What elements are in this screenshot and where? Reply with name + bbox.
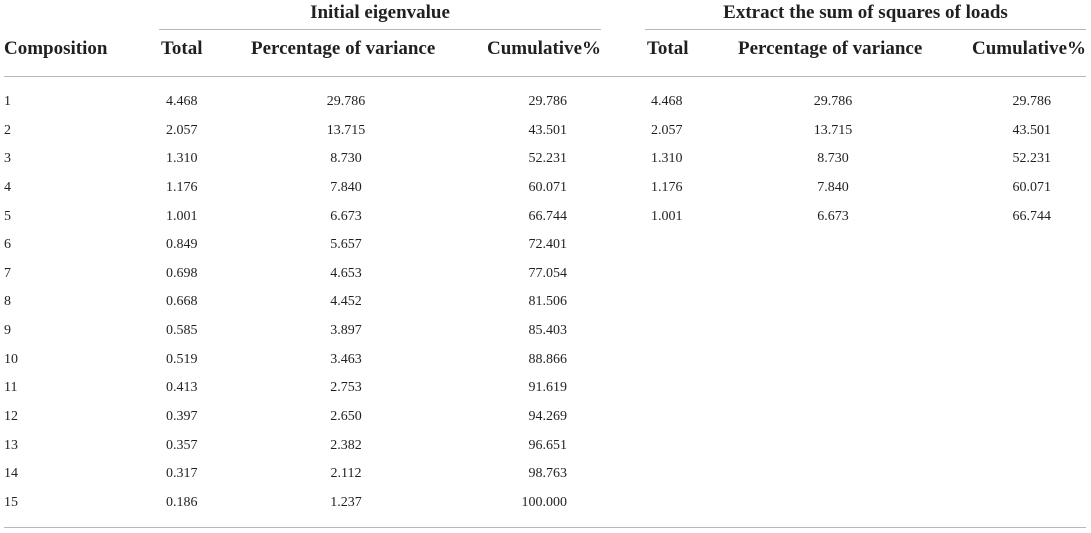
cumulative-cell: 52.231: [528, 151, 568, 167]
extracted-percentage-cell: 8.730: [817, 151, 849, 167]
cumulative-cell: 85.403: [528, 323, 568, 339]
total-cell: 0.413: [166, 380, 198, 396]
extracted-total-cell: 1.310: [651, 151, 683, 167]
total-cell: 0.519: [166, 351, 198, 367]
extracted-total-cell: 1.001: [651, 208, 683, 224]
cumulative-cell: 98.763: [528, 466, 568, 482]
composition-cell: 2: [4, 122, 11, 138]
cumulative-cell: 94.269: [528, 409, 568, 425]
extracted-total-cell: 2.057: [651, 122, 683, 138]
percentage-cell: 5.657: [330, 237, 362, 253]
composition-cell: 8: [4, 294, 11, 310]
group-header-extraction-loads: Extract the sum of squares of loads: [723, 2, 1008, 23]
composition-cell: 13: [4, 437, 18, 453]
extracted-cumulative-cell: 66.744: [1012, 208, 1052, 224]
column-header-percentage-of-variance-extracted: Percentage of variance: [738, 38, 923, 59]
cumulative-cell: 91.619: [528, 380, 568, 396]
total-cell: 1.310: [166, 151, 198, 167]
percentage-cell: 8.730: [330, 151, 362, 167]
percentage-cell: 7.840: [330, 179, 362, 195]
extracted-percentage-cell: 7.840: [817, 179, 849, 195]
total-cell: 1.001: [166, 208, 198, 224]
column-header-cumulative-extracted: Cumulative%: [972, 38, 1086, 59]
extracted-cumulative-cell: 52.231: [1012, 151, 1052, 167]
composition-cell: 10: [4, 351, 18, 367]
cumulative-cell: 43.501: [528, 122, 568, 138]
percentage-cell: 1.237: [330, 494, 362, 510]
total-cell: 0.698: [166, 265, 198, 281]
percentage-cell: 2.753: [330, 380, 362, 396]
extracted-percentage-cell: 13.715: [813, 122, 853, 138]
total-cell: 0.357: [166, 437, 198, 453]
composition-cell: 14: [4, 466, 18, 482]
cumulative-cell: 100.000: [521, 494, 568, 510]
composition-cell: 4: [4, 179, 11, 195]
percentage-cell: 4.653: [330, 265, 362, 281]
extracted-cumulative-cell: 29.786: [1012, 94, 1052, 109]
cumulative-cell: 72.401: [528, 237, 568, 253]
composition-cell: 7: [4, 265, 11, 281]
extracted-percentage-cell: 29.786: [813, 94, 853, 109]
total-cell: 0.186: [166, 494, 198, 510]
composition-cell: 1: [4, 94, 11, 109]
percentage-cell: 4.452: [330, 294, 362, 310]
header-rule: [4, 76, 1086, 77]
extracted-percentage-cell: 6.673: [817, 208, 849, 224]
composition-cell: 5: [4, 208, 11, 224]
group-header-initial-eigenvalue: Initial eigenvalue: [310, 2, 450, 23]
total-cell: 0.585: [166, 323, 198, 339]
percentage-cell: 3.463: [330, 351, 362, 367]
composition-cell: 11: [4, 380, 18, 396]
column-header-percentage-of-variance: Percentage of variance: [251, 38, 436, 59]
percentage-cell: 6.673: [330, 208, 362, 224]
cumulative-cell: 60.071: [528, 179, 568, 195]
column-header-total-extracted: Total: [647, 38, 689, 59]
total-cell: 0.668: [166, 294, 198, 310]
percentage-cell: 2.112: [330, 466, 362, 482]
total-cell: 0.317: [166, 466, 198, 482]
extracted-total-cell: 1.176: [651, 179, 683, 195]
column-header-total: Total: [161, 38, 203, 59]
cumulative-cell: 81.506: [528, 294, 568, 310]
cumulative-cell: 96.651: [528, 437, 568, 453]
bottom-rule: [4, 527, 1086, 528]
cumulative-cell: 88.866: [528, 351, 568, 367]
extracted-cumulative-cell: 43.501: [1012, 122, 1052, 138]
total-cell: 4.468: [166, 94, 198, 109]
composition-cell: 6: [4, 237, 11, 253]
column-header-cumulative: Cumulative%: [487, 38, 601, 59]
total-cell: 2.057: [166, 122, 198, 138]
cumulative-cell: 77.054: [528, 265, 568, 281]
percentage-cell: 13.715: [326, 122, 366, 138]
cumulative-cell: 66.744: [528, 208, 568, 224]
composition-cell: 12: [4, 409, 18, 425]
total-cell: 1.176: [166, 179, 198, 195]
percentage-cell: 29.786: [326, 94, 366, 109]
composition-cell: 15: [4, 494, 18, 510]
total-cell: 0.397: [166, 409, 198, 425]
percentage-cell: 2.382: [330, 437, 362, 453]
group-rule: [159, 29, 601, 30]
percentage-cell: 2.650: [330, 409, 362, 425]
column-header-composition: Composition: [4, 38, 108, 59]
composition-cell: 3: [4, 151, 11, 167]
group-rule: [645, 29, 1086, 30]
percentage-cell: 3.897: [330, 323, 362, 339]
extracted-total-cell: 4.468: [651, 94, 683, 109]
extracted-cumulative-cell: 60.071: [1012, 179, 1052, 195]
total-cell: 0.849: [166, 237, 198, 253]
cumulative-cell: 29.786: [528, 94, 568, 109]
composition-cell: 9: [4, 323, 11, 339]
